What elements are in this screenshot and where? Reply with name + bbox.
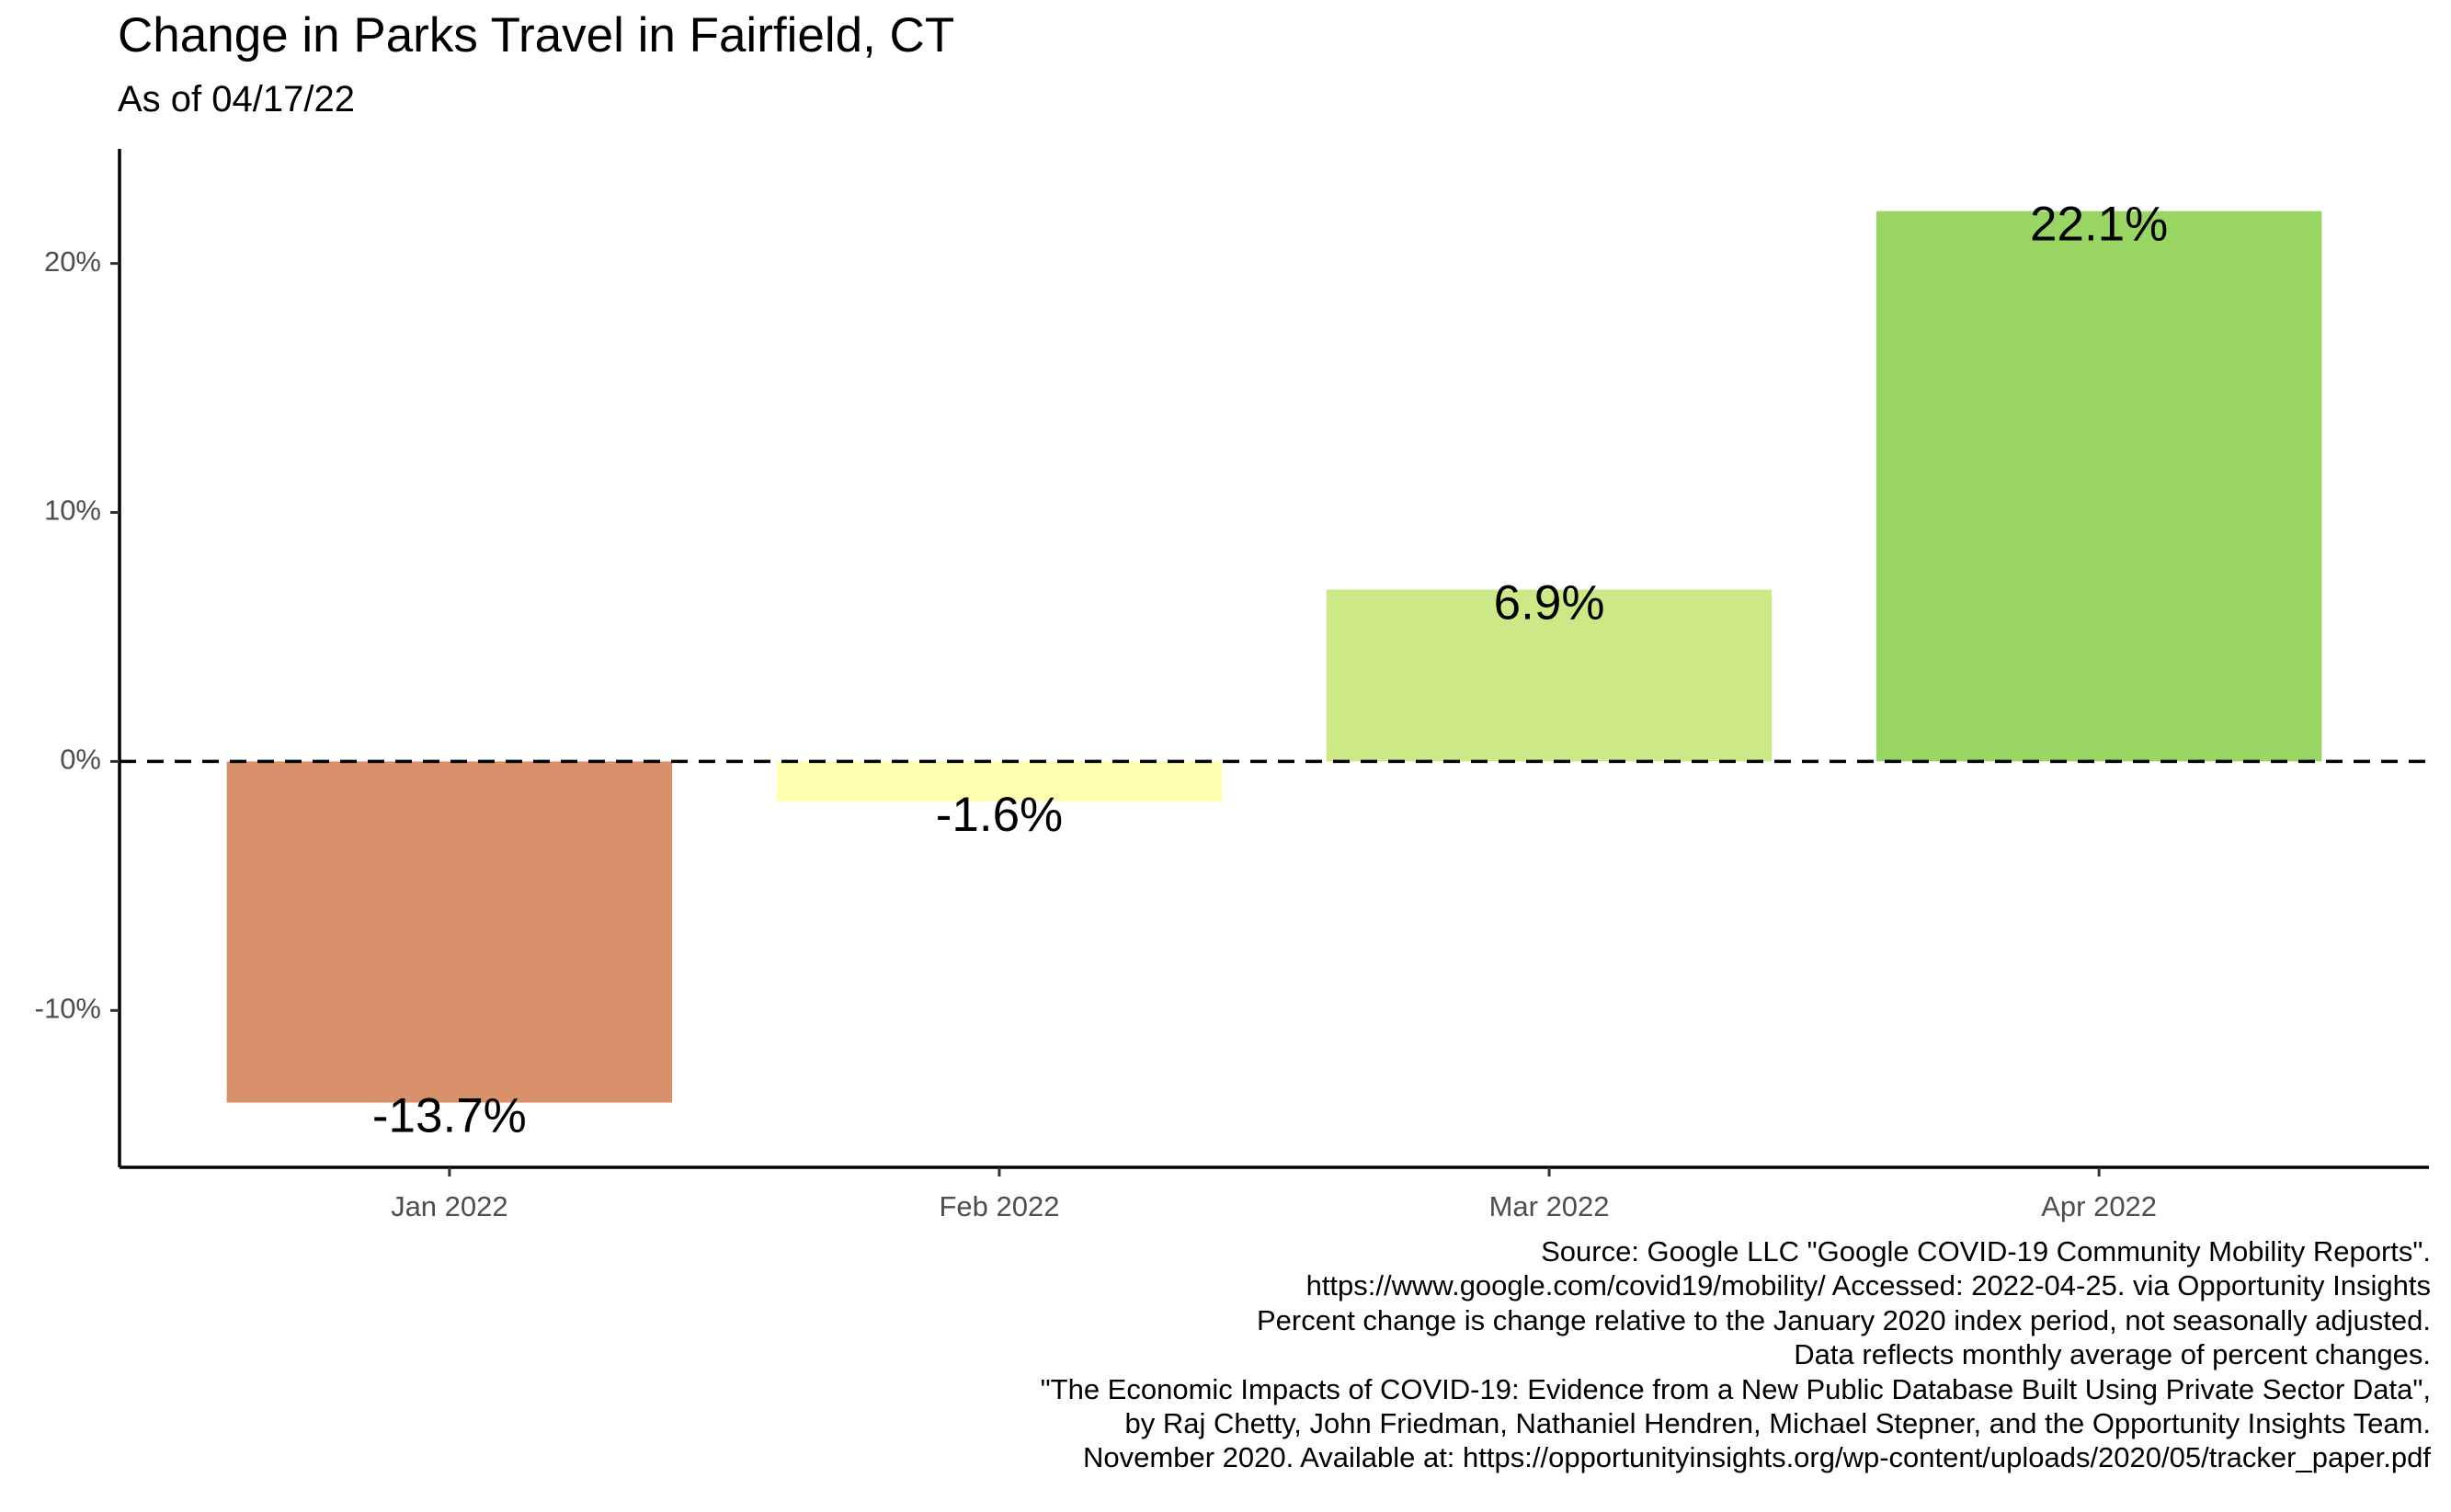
bar-apr-2022	[1875, 210, 2322, 762]
caption-line: "The Economic Impacts of COVID-19: Evide…	[1040, 1372, 2431, 1405]
y-tick-label: 20%	[44, 245, 101, 278]
source-caption: Source: Google LLC "Google COVID-19 Comm…	[1041, 1234, 2431, 1475]
x-tick-label: Apr 2022	[2041, 1190, 2157, 1222]
caption-line: November 2020. Available at: https://opp…	[1083, 1441, 2431, 1474]
caption-line: by Raj Chetty, John Friedman, Nathaniel …	[1124, 1407, 2431, 1440]
caption-line: Source: Google LLC "Google COVID-19 Comm…	[1541, 1235, 2431, 1268]
caption-line: Data reflects monthly average of percent…	[1794, 1338, 2431, 1371]
x-tick-label: Mar 2022	[1489, 1190, 1610, 1222]
y-tick-label: 10%	[44, 495, 101, 527]
chart-subtitle: As of 04/17/22	[118, 79, 355, 119]
bar-jan-2022	[226, 761, 673, 1103]
y-tick-label: -10%	[35, 993, 101, 1025]
data-label: -13.7%	[372, 1089, 527, 1143]
data-label: -1.6%	[936, 788, 1063, 842]
chart-title: Change in Parks Travel in Fairfield, CT	[118, 8, 955, 63]
y-tick-label: 0%	[60, 744, 101, 776]
caption-line: https://www.google.com/covid19/mobility/…	[1305, 1269, 2431, 1302]
bar-mar-2022	[1326, 589, 1773, 762]
x-tick-label: Feb 2022	[939, 1190, 1059, 1222]
data-label: 22.1%	[2030, 198, 2168, 252]
bar-feb-2022	[776, 761, 1223, 801]
x-tick-label: Jan 2022	[391, 1190, 508, 1222]
data-label: 6.9%	[1494, 576, 1605, 631]
caption-line: Percent change is change relative to the…	[1256, 1303, 2431, 1336]
